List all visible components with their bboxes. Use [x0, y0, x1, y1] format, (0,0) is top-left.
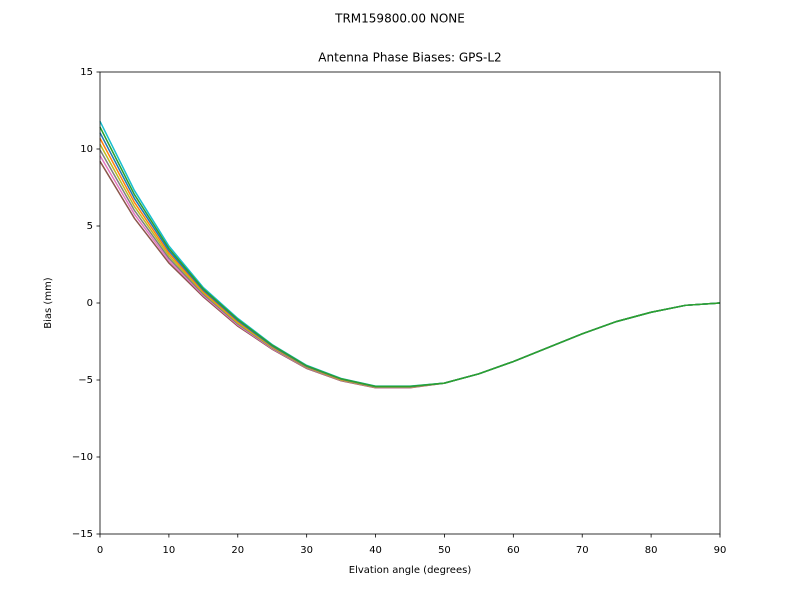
suptitle: TRM159800.00 NONE [334, 12, 465, 26]
x-tick-label: 40 [369, 545, 382, 556]
x-tick-label: 60 [507, 545, 520, 556]
y-tick-label: 5 [87, 221, 93, 232]
x-tick-label: 90 [714, 545, 727, 556]
data-line [99, 155, 721, 389]
data-line [99, 126, 721, 388]
y-tick-label: 15 [80, 67, 93, 78]
x-tick-label: 0 [97, 545, 103, 556]
data-line [99, 132, 721, 388]
y-axis-label: Bias (mm) [43, 277, 54, 329]
y-tick-label: −10 [72, 452, 93, 463]
y-tick-label: −15 [72, 529, 93, 540]
x-tick-label: 50 [438, 545, 451, 556]
x-tick-label: 80 [645, 545, 658, 556]
data-line [99, 143, 721, 388]
y-tick-label: 0 [87, 298, 93, 309]
plot-frame [99, 71, 721, 535]
x-tick-label: 10 [163, 545, 176, 556]
chart-title: Antenna Phase Biases: GPS-L2 [318, 51, 501, 65]
x-axis-label: Elvation angle (degrees) [349, 565, 472, 576]
data-line [99, 120, 721, 387]
x-tick-label: 70 [576, 545, 589, 556]
x-tick-label: 20 [231, 545, 244, 556]
y-tick-label: −5 [78, 375, 93, 386]
data-line [99, 138, 721, 388]
y-tick-label: 10 [80, 144, 93, 155]
data-line [99, 149, 721, 388]
x-tick-label: 30 [300, 545, 313, 556]
